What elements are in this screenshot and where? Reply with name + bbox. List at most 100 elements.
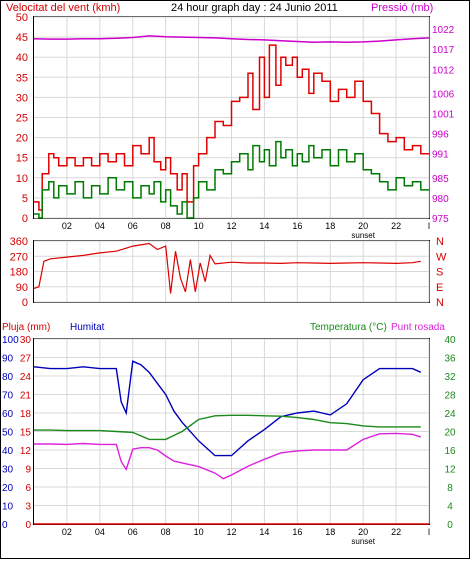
humidity-tick-label: 30 [2,465,14,476]
x-tick-label: 06 [128,221,138,231]
x-tick-label: 18 [325,527,335,537]
wind-tick-label: 25 [16,113,28,125]
temperature-axis-title: Temperatura (°C) [310,322,387,333]
wind-tick-label: 15 [16,153,28,165]
humidity-tick-label: 100 [2,335,19,346]
wind-tick-label: 45 [16,32,28,44]
x-tick-label: 22 [391,221,401,231]
wind-tick-label: 10 [16,173,28,185]
temperature-tick-label: 4 [447,502,453,513]
dewpoint-series-line [34,432,422,480]
wind-tick-label: 50 [16,12,28,24]
pressure-tick-label: 1006 [432,89,455,100]
wind-average-series-line [34,140,429,219]
humidity-series-line [33,360,422,457]
chart-title: 24 hour graph day : 24 Junio 2011 [171,2,338,14]
x-tick-label: 14 [259,527,269,537]
x-tick-label: 16 [292,527,302,537]
x-tick-label: 16 [292,221,302,231]
rain-axis-title: Pluja (mm) [2,322,50,333]
pressure-tick-label: 991 [432,150,449,161]
temperature-tick-label: 12 [444,465,456,476]
wind-tick-label: 0 [22,213,28,225]
wind-tick-label: 20 [16,133,28,145]
pressure-tick-label: 1022 [432,25,455,36]
x-tick-label: 12 [226,221,236,231]
humidity-tick-label: 50 [2,428,14,439]
compass-label: N [436,236,444,248]
humidity-tick-label: 10 [2,502,14,513]
dewpoint-axis-title: Punt rosada [391,322,445,333]
x-tick-label: l [428,527,430,537]
x-tick-label: 04 [95,221,105,231]
rain-tick-label: 21 [20,391,32,402]
direction-tick-label: 360 [10,236,28,248]
temperature-tick-label: 28 [444,391,456,402]
humidity-tick-label: 80 [2,372,14,383]
x-tick-label: 20 [358,527,368,537]
temperature-series-line [34,414,421,441]
x-tick-label: 06 [128,527,138,537]
x-tick-label: 10 [194,527,204,537]
x-tick-label: 22 [391,527,401,537]
pressure-tick-label: 1012 [432,65,455,76]
humidity-axis-title: Humitat [70,322,105,333]
x-tick-label: 08 [161,527,171,537]
pressure-series-line [33,35,430,44]
direction-tick-label: 90 [16,282,28,294]
compass-label: E [436,282,443,294]
humidity-tick-label: 0 [2,520,8,531]
wind-tick-label: 30 [16,92,28,104]
pressure-tick-label: 980 [432,194,449,205]
pressure-tick-label: 975 [432,214,449,225]
pressure-tick-label: 996 [432,130,449,141]
compass-label: N [436,297,444,309]
temperature-tick-label: 20 [444,428,456,439]
x-tick-label: 12 [226,527,236,537]
x-tick-label: 02 [62,527,72,537]
rain-tick-label: 18 [20,409,32,420]
temperature-tick-label: 0 [447,520,453,531]
rain-tick-label: 27 [20,354,32,365]
wind-gust-series-line [34,44,429,211]
pressure-tick-label: 1017 [432,45,455,56]
x-tick-label: l [428,221,430,231]
sunset-label: sunset [351,231,375,240]
wind-tick-label: 5 [22,193,28,205]
rain-tick-label: 12 [20,446,32,457]
pressure-axis-title: Pressió (mb) [371,2,433,14]
direction-series-line [33,242,421,294]
rain-tick-label: 3 [25,502,31,513]
rain-tick-label: 24 [20,372,32,383]
x-tick-label: 10 [194,221,204,231]
direction-tick-label: 0 [22,297,28,309]
temperature-tick-label: 8 [447,483,453,494]
temperature-tick-label: 40 [444,335,456,346]
rain-tick-label: 30 [20,335,32,346]
rain-tick-label: 15 [20,428,32,439]
temperature-tick-label: 36 [444,354,456,365]
humidity-tick-label: 40 [2,446,14,457]
pressure-tick-label: 1001 [432,109,455,120]
temperature-tick-label: 32 [444,372,456,383]
humidity-tick-label: 90 [2,354,14,365]
x-tick-label: 20 [358,221,368,231]
rain-tick-label: 9 [25,465,31,476]
compass-label: W [436,251,447,263]
direction-tick-label: 180 [10,267,28,279]
x-tick-label: 14 [259,221,269,231]
direction-tick-label: 270 [10,251,28,263]
wind-axis-title: Velocitat del vent (kmh) [6,2,120,14]
x-tick-label: 02 [62,221,72,231]
wind-tick-label: 40 [16,52,28,64]
rain-tick-label: 6 [25,483,31,494]
rain-tick-label: 0 [25,520,31,531]
wind-tick-label: 35 [16,72,28,84]
sunset-label: sunset [351,537,375,546]
x-tick-label: 08 [161,221,171,231]
compass-label: S [436,267,443,279]
temperature-tick-label: 24 [444,409,456,420]
x-tick-label: 04 [95,527,105,537]
